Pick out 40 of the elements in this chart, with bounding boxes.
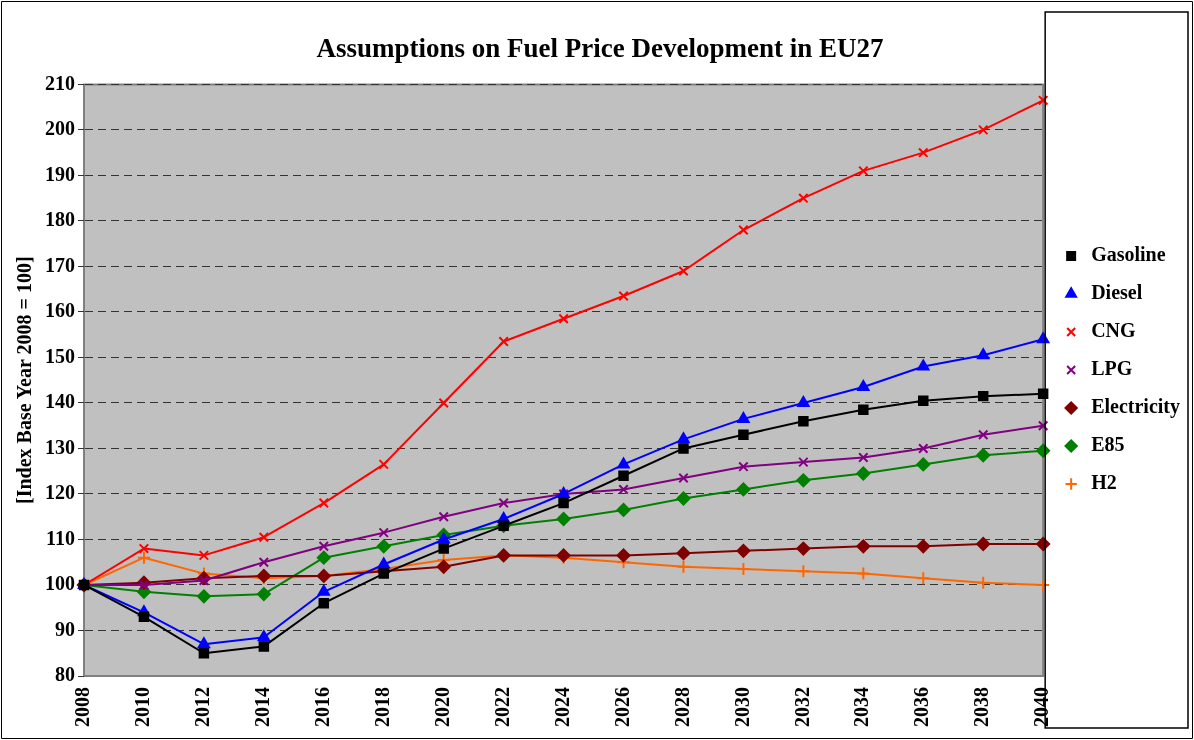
x-tick-label: 2036 — [910, 687, 933, 727]
legend-label: Electricity — [1091, 395, 1181, 419]
y-tick-label: 170 — [45, 253, 75, 276]
x-tick-label: 2032 — [790, 687, 813, 727]
x-tick-label: 2010 — [131, 687, 154, 727]
x-tick-label: 2024 — [550, 687, 573, 727]
y-tick-label: 140 — [45, 390, 75, 413]
x-tick-label: 2020 — [430, 687, 453, 727]
x-tick-label: 2008 — [71, 687, 94, 727]
x-tick-label: 2014 — [251, 687, 274, 727]
x-tick-label: 2030 — [730, 687, 753, 727]
legend-label: LPG — [1091, 357, 1133, 380]
x-tick-label: 2012 — [191, 687, 214, 727]
x-tick-label: 2026 — [610, 687, 633, 727]
x-tick-label: 2016 — [310, 687, 333, 727]
y-tick-label: 80 — [55, 663, 75, 686]
y-tick-label: 190 — [45, 162, 75, 185]
y-tick-label: 100 — [45, 572, 75, 595]
x-tick-label: 2018 — [370, 687, 393, 727]
legend-label: E85 — [1091, 433, 1125, 456]
y-tick-label: 150 — [45, 344, 75, 367]
x-tick-label: 2038 — [970, 687, 993, 727]
legend-label: Gasoline — [1091, 243, 1166, 266]
y-tick-label: 200 — [45, 117, 75, 140]
y-tick-label: 110 — [46, 526, 75, 549]
x-tick-label: 2040 — [1030, 687, 1053, 727]
x-tick-label: 2022 — [490, 687, 513, 727]
legend-label: Diesel — [1091, 281, 1143, 304]
y-tick-label: 120 — [45, 481, 75, 504]
legend-label: CNG — [1091, 319, 1137, 342]
y-tick-label: 210 — [45, 71, 75, 94]
y-tick-label: 130 — [45, 435, 75, 458]
y-tick-label: 160 — [45, 299, 75, 322]
y-tick-label: 180 — [45, 208, 75, 231]
y-axis-title: [Index Base Year 2008 = 100] — [13, 256, 36, 504]
x-tick-label: 2034 — [850, 687, 873, 727]
chart-title: Assumptions on Fuel Price Development in EU27 — [316, 33, 884, 64]
x-tick-label: 2028 — [670, 687, 693, 727]
y-tick-label: 90 — [55, 617, 75, 640]
legend-label: H2 — [1091, 471, 1117, 494]
